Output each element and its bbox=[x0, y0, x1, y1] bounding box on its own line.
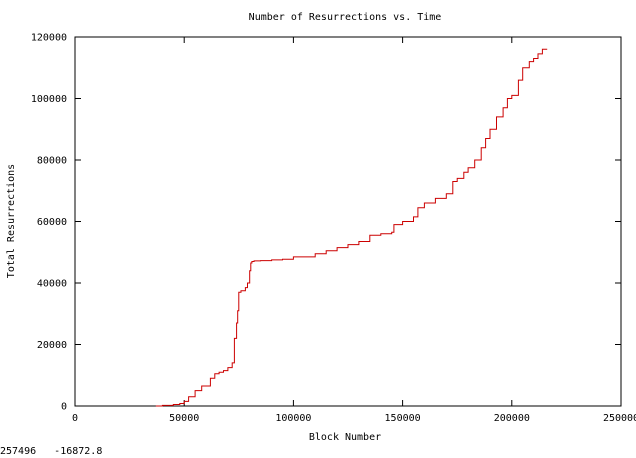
coordinate-readout: 257496 -16872.8 bbox=[0, 446, 103, 457]
x-tick-label: 50000 bbox=[169, 413, 199, 424]
y-tick-label: 120000 bbox=[31, 33, 67, 44]
chart-title: Number of Resurrections vs. Time bbox=[249, 12, 442, 23]
y-tick-label: 20000 bbox=[37, 340, 67, 351]
x-tick-label: 150000 bbox=[385, 413, 421, 424]
axis-ticks bbox=[74, 36, 622, 407]
series-line bbox=[155, 48, 548, 407]
y-tick-label: 0 bbox=[61, 402, 67, 413]
x-axis-label: Block Number bbox=[309, 432, 381, 443]
x-tick-label: 0 bbox=[72, 413, 78, 424]
y-tick-label: 80000 bbox=[37, 156, 67, 167]
x-tick-label: 200000 bbox=[494, 413, 530, 424]
y-tick-label: 40000 bbox=[37, 279, 67, 290]
plot-frame bbox=[74, 36, 622, 407]
y-axis-label: Total Resurrections bbox=[6, 164, 17, 278]
y-tick-label: 100000 bbox=[31, 94, 67, 105]
series-group bbox=[155, 48, 548, 407]
x-tick-label: 250000 bbox=[603, 413, 636, 424]
x-tick-label: 100000 bbox=[275, 413, 311, 424]
y-tick-label: 60000 bbox=[37, 217, 67, 228]
axis-tick-labels: 0 50000 100000 150000 200000 250000 0 20000 4000… bbox=[31, 33, 636, 425]
